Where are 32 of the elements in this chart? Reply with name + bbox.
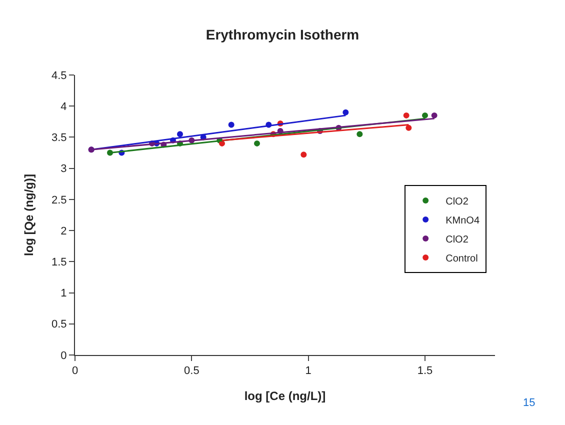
point	[431, 112, 438, 118]
y-tick-label: 2.5	[52, 194, 67, 206]
x-tick-label: 0	[72, 365, 78, 378]
point	[422, 112, 428, 118]
y-tick-label: 3	[60, 163, 67, 176]
x-tick-label: 1	[305, 365, 312, 378]
y-tick-label: 4.5	[52, 70, 67, 82]
legend-label: KMnO4	[446, 215, 480, 226]
x-tick-label: 1.5	[417, 365, 433, 378]
y-tick-label: 1.5	[52, 256, 67, 269]
legend-label: Control	[446, 253, 478, 264]
x-axis-title: log [Ce (ng/L)]	[244, 389, 326, 404]
text: 15	[523, 397, 536, 409]
point	[403, 112, 410, 118]
legend-label: ClO2	[446, 196, 469, 208]
y-tick-label: 1	[60, 288, 67, 300]
y-tick-label: 0	[60, 350, 67, 362]
y-tick-label: 0.5	[52, 318, 67, 331]
x-tick-label: 0.5	[184, 365, 200, 378]
point	[300, 152, 307, 158]
point	[254, 140, 260, 146]
y-tick-label: 2	[60, 225, 67, 238]
point	[356, 131, 363, 138]
point	[177, 131, 183, 138]
point	[228, 122, 234, 128]
chart-title: Erythromycin Isotherm	[206, 26, 360, 43]
point	[342, 109, 349, 116]
y-tick-label: 3.5	[52, 132, 67, 144]
point	[406, 124, 412, 131]
legend-label: ClO2	[446, 234, 469, 246]
y-axis-title: log [Qe (ng/g)]	[22, 174, 36, 256]
y-tick-label: 4	[60, 100, 67, 113]
